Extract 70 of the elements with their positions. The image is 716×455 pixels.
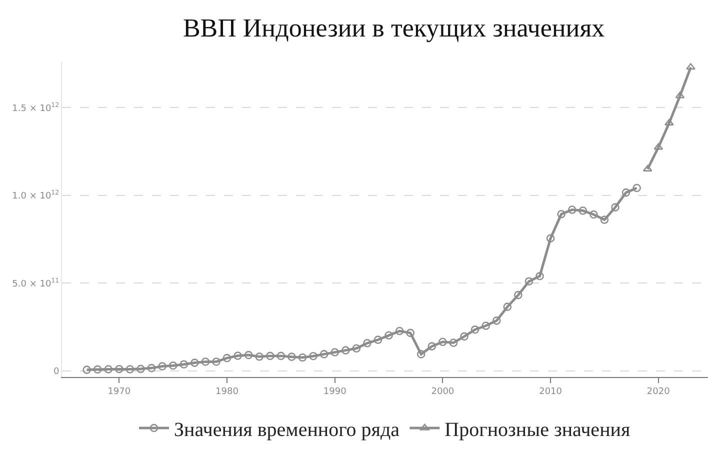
point	[503, 302, 512, 311]
point	[266, 352, 274, 360]
point	[568, 206, 576, 214]
point	[416, 350, 426, 358]
point	[438, 338, 447, 346]
point	[104, 365, 113, 374]
point	[190, 358, 199, 367]
point	[546, 234, 555, 243]
point	[514, 290, 522, 300]
x-tick-label: 2020	[646, 386, 670, 397]
point	[524, 277, 534, 286]
y-tick-label: 1.0 × 10$^{12}$	[12, 190, 60, 202]
x-tick-label: 1990	[323, 386, 347, 397]
point	[320, 350, 328, 358]
point	[590, 210, 598, 219]
point	[622, 188, 630, 197]
point	[126, 365, 134, 374]
y-tick-label: 5.0 × 10$^{11}$	[12, 277, 60, 290]
point	[93, 365, 102, 374]
point	[222, 354, 232, 362]
point	[557, 210, 566, 218]
x-tick-label: 2000	[431, 386, 454, 397]
point	[406, 328, 414, 338]
point	[632, 184, 641, 192]
point	[212, 358, 220, 366]
point	[276, 352, 286, 360]
point	[428, 342, 436, 350]
point	[374, 336, 382, 344]
point	[255, 352, 264, 361]
point	[298, 353, 307, 362]
point	[341, 346, 350, 354]
point	[536, 272, 544, 280]
point	[492, 316, 501, 325]
point	[168, 361, 178, 370]
point	[330, 348, 339, 356]
x-tick-label: 1980	[216, 386, 239, 397]
point	[244, 350, 253, 360]
point	[578, 206, 588, 215]
point	[115, 364, 124, 374]
point	[288, 352, 296, 361]
point	[449, 338, 458, 347]
point	[686, 63, 696, 70]
point	[180, 360, 188, 369]
point	[136, 364, 145, 374]
point	[363, 338, 372, 348]
point	[654, 143, 664, 150]
point	[234, 352, 242, 360]
point	[82, 366, 91, 374]
point	[482, 322, 490, 330]
point	[158, 362, 166, 370]
point	[201, 358, 210, 366]
chart-title: ВВП Индонезии в текущих значениях	[182, 13, 605, 42]
point	[384, 331, 393, 340]
point	[664, 118, 674, 126]
x-tick-label: 1970	[108, 386, 131, 397]
legend-label: Значения временного ряда	[174, 418, 400, 441]
point	[395, 326, 404, 336]
point	[470, 325, 480, 334]
point	[147, 364, 156, 372]
x-tick-label: 2010	[539, 386, 562, 397]
point	[352, 344, 361, 353]
y-tick-label: 1.5 × 10$^{12}$	[12, 102, 60, 114]
point	[460, 332, 468, 341]
legend-label: Прогнозные значения	[444, 418, 630, 441]
point	[309, 352, 318, 360]
point	[675, 92, 685, 98]
point	[642, 164, 652, 172]
point	[600, 216, 609, 224]
y-tick-label: 0	[53, 367, 60, 378]
point	[611, 203, 620, 212]
